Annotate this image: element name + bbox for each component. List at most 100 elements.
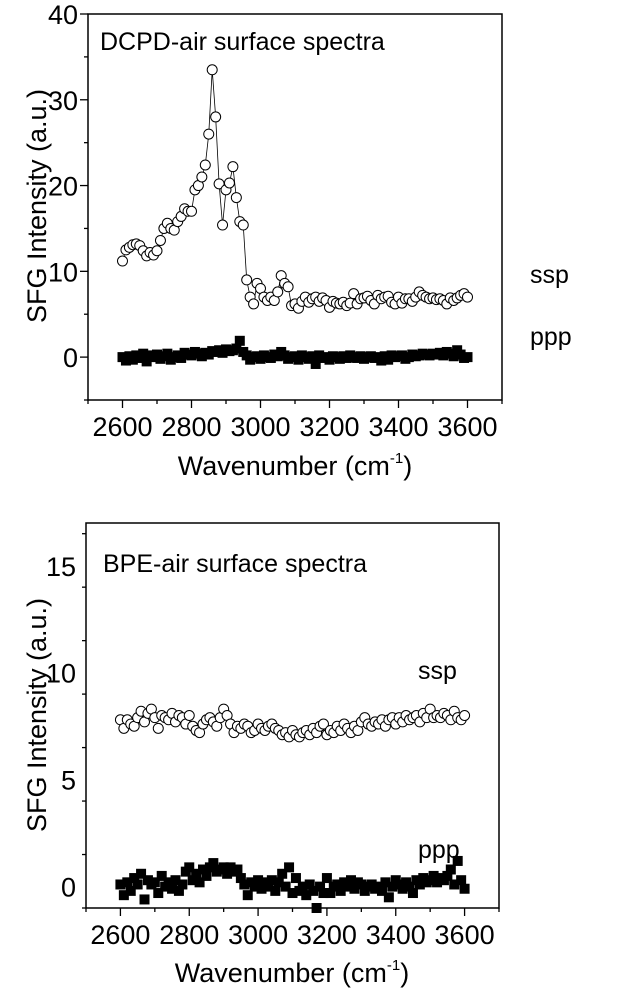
ssp-point: [241, 274, 253, 286]
ppp-point: [256, 883, 267, 894]
ppp-point: [235, 873, 246, 884]
ppp-point: [387, 881, 398, 892]
ppp-point: [428, 870, 439, 881]
ppp-point: [287, 888, 298, 899]
ppp-point: [170, 875, 181, 886]
ppp-point: [208, 858, 219, 869]
ppp-point: [284, 862, 295, 873]
ppp-point: [414, 879, 425, 890]
ssp-point: [223, 177, 235, 189]
ssp-label: ssp: [418, 657, 457, 685]
x-tick-label: 3400: [368, 412, 428, 442]
y-tick-label: 40: [48, 0, 78, 30]
ppp-point: [234, 335, 245, 346]
y-tick-label: 0: [61, 873, 76, 903]
dcpd-chart: DCPD-air surface spectra ssp ppp SFG Int…: [22, 0, 572, 481]
ppp-point: [349, 883, 360, 894]
ppp-point: [153, 888, 164, 899]
chart-title: DCPD-air surface spectra: [100, 28, 385, 56]
ppp-point: [141, 356, 152, 367]
ppp-point: [452, 855, 463, 866]
x-tick-label: 3200: [299, 412, 359, 442]
ppp-point: [356, 879, 367, 890]
ssp-point: [206, 64, 218, 76]
ssp-point: [152, 722, 164, 734]
ppp-point: [239, 879, 250, 890]
ppp-point: [194, 877, 205, 888]
ppp-point: [397, 883, 408, 894]
ppp-point: [346, 875, 357, 886]
ppp-point: [310, 358, 321, 369]
ppp-point: [404, 881, 415, 892]
ppp-point: [273, 877, 284, 888]
ssp-point: [196, 171, 208, 183]
ssp-point: [199, 159, 211, 171]
ppp-point: [445, 864, 456, 875]
ppp-point: [231, 343, 242, 354]
ppp-point: [280, 881, 291, 892]
ssp-point: [282, 281, 294, 293]
ssp-series-line: [122, 69, 468, 309]
ssp-point: [459, 710, 471, 721]
ppp-point: [449, 879, 460, 890]
ppp-point: [301, 890, 312, 901]
x-tick-label: 3000: [228, 920, 288, 950]
x-tick-label: 2800: [159, 920, 219, 950]
y-tick-label: 30: [48, 86, 78, 116]
ppp-point: [149, 877, 160, 888]
ppp-point: [307, 351, 318, 362]
y-tick-label: 10: [48, 257, 78, 287]
ppp-point: [218, 862, 229, 873]
ppp-point: [342, 881, 353, 892]
ppp-point: [136, 868, 147, 879]
y-tick-label: 10: [46, 659, 76, 689]
x-tick-label: 3000: [230, 412, 290, 442]
ppp-point: [321, 873, 332, 884]
ppp-point: [456, 875, 467, 886]
x-tick-label: 3600: [435, 920, 495, 950]
ssp-point: [272, 286, 284, 298]
ssp-point: [462, 291, 473, 303]
y-tick-label: 20: [48, 172, 78, 202]
ppp-point: [138, 348, 149, 359]
ssp-point: [154, 234, 166, 246]
ppp-point: [232, 864, 243, 875]
x-axis-label: Wavenumber (cm-1): [178, 450, 412, 481]
bpe-chart: BPE-air surface spectra ssp ppp SFG Inte…: [22, 522, 500, 988]
ssp-point: [237, 219, 249, 231]
ssp-point: [151, 245, 163, 257]
ppp-point: [380, 877, 391, 888]
ppp-point: [198, 864, 209, 875]
ppp-point: [129, 873, 140, 884]
ssp-point: [227, 161, 239, 173]
ssp-point: [248, 298, 260, 310]
y-tick-label: 0: [63, 343, 78, 373]
ppp-point: [442, 870, 453, 881]
x-tick-label: 3400: [366, 920, 426, 950]
x-tick-label: 2600: [90, 920, 150, 950]
ppp-point: [297, 881, 308, 892]
ppp-label: ppp: [530, 323, 572, 351]
ssp-point: [183, 710, 195, 721]
ppp-point: [266, 875, 277, 886]
ppp-point: [222, 868, 233, 879]
x-tick-label: 3200: [297, 920, 357, 950]
ppp-point: [156, 870, 167, 881]
ssp-point: [203, 128, 215, 140]
ssp-point: [317, 718, 329, 730]
ppp-point: [115, 879, 126, 890]
ppp-point: [125, 885, 136, 896]
ppp-point: [191, 868, 202, 879]
ppp-point: [167, 883, 178, 894]
ppp-point: [383, 892, 394, 903]
ppp-point: [163, 877, 174, 888]
ppp-point: [304, 879, 315, 890]
ssp-label: ssp: [530, 261, 569, 289]
y-axis-label: SFG Intensity (a.u.): [22, 598, 52, 832]
ppp-point: [176, 352, 187, 363]
ppp-point: [332, 879, 343, 890]
ppp-point: [308, 885, 319, 896]
y-tick-label: 15: [46, 552, 76, 582]
ppp-point: [184, 862, 195, 873]
